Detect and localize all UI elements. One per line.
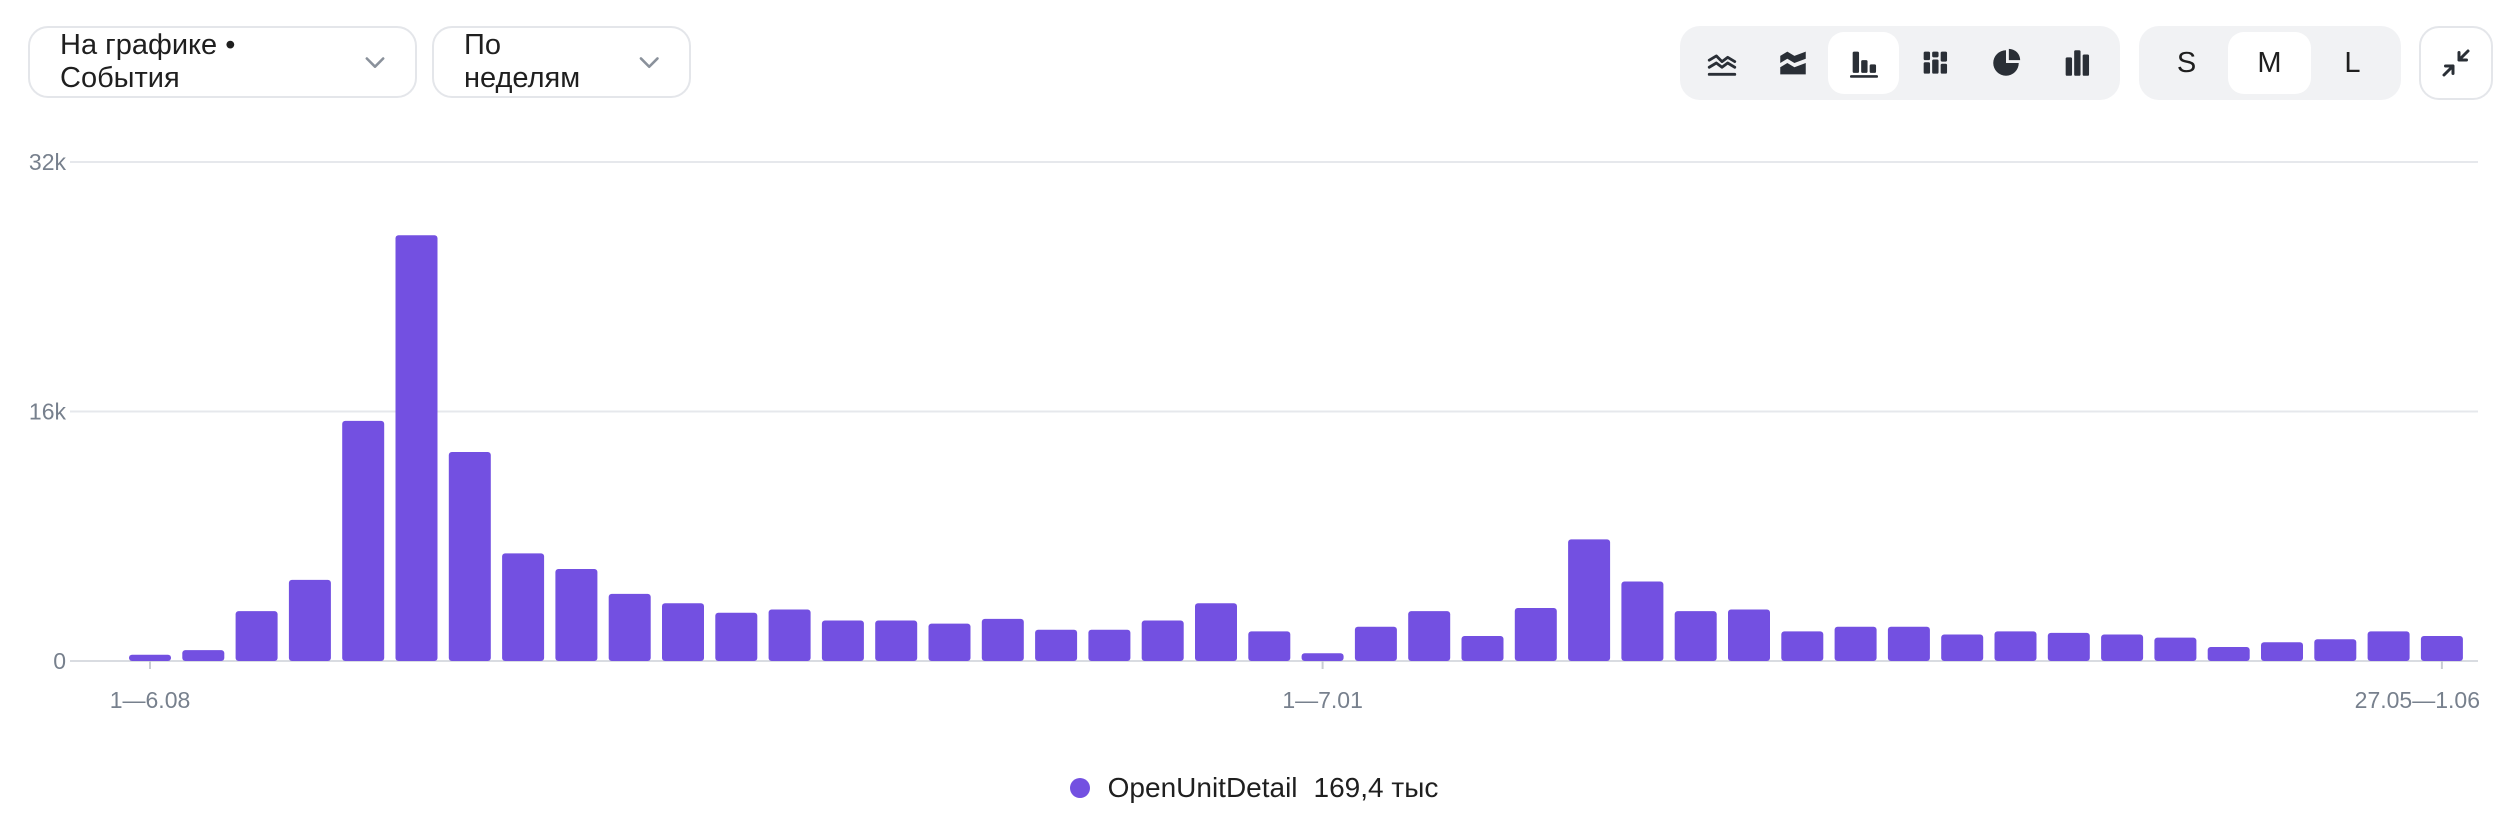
metric-dropdown[interactable]: На графике • События	[28, 26, 417, 98]
bar[interactable]	[1461, 636, 1504, 661]
bar[interactable]	[555, 569, 598, 661]
size-s-button[interactable]: S	[2176, 46, 2197, 79]
bar[interactable]	[1887, 626, 1930, 661]
bar[interactable]	[2261, 642, 2303, 661]
bar[interactable]	[129, 654, 171, 661]
bar[interactable]	[608, 593, 651, 661]
chart-type-line-button[interactable]	[1686, 32, 1757, 94]
stacked-bar-chart-icon	[1923, 51, 1947, 74]
x-tick-label: 27.05—1.06	[2355, 687, 2480, 713]
stacked-area-chart-icon	[1779, 51, 1806, 75]
bar[interactable]	[1301, 653, 1344, 661]
chart-type-pie-button[interactable]	[1970, 32, 2041, 94]
bar[interactable]	[1834, 626, 1877, 661]
bar[interactable]	[821, 620, 864, 662]
bar[interactable]	[928, 623, 971, 661]
bar[interactable]	[502, 553, 545, 661]
chevron-down-icon	[365, 57, 385, 68]
bar[interactable]	[1141, 620, 1184, 662]
bar[interactable]	[182, 650, 225, 661]
bar[interactable]	[981, 618, 1024, 661]
bar[interactable]	[2207, 647, 2250, 661]
y-tick-label: 16k	[29, 399, 67, 425]
size-l-button[interactable]: L	[2344, 46, 2361, 79]
legend-color-dot	[1069, 778, 1090, 798]
bar[interactable]	[1994, 631, 2037, 661]
bar[interactable]	[1408, 611, 1451, 661]
bar[interactable]	[1728, 609, 1770, 662]
bar[interactable]	[1941, 634, 1984, 662]
bar[interactable]	[2420, 636, 2463, 661]
chart-type-switcher	[1680, 26, 2120, 100]
bar[interactable]	[1035, 629, 1078, 661]
period-dropdown[interactable]: По неделям	[432, 26, 691, 98]
bar[interactable]	[2154, 637, 2197, 661]
bar[interactable]	[448, 452, 491, 661]
bar[interactable]	[1195, 603, 1237, 661]
bar[interactable]	[875, 620, 918, 662]
bar[interactable]	[1248, 631, 1291, 661]
chevron-down-icon	[639, 57, 659, 69]
x-tick-label: 1—7.01	[1282, 687, 1363, 713]
period-dropdown-label: По неделям	[464, 29, 581, 94]
bar[interactable]	[1568, 539, 1611, 661]
bar[interactable]	[235, 611, 278, 661]
bar-chart: 0 16k 32k 1—6.08 1—7.01 27.05—1.06	[29, 149, 2480, 713]
size-m-button[interactable]: M	[2228, 32, 2311, 94]
bar-chart-icon	[1849, 51, 1878, 78]
bar[interactable]	[768, 609, 811, 662]
bar[interactable]	[1514, 608, 1557, 661]
bar[interactable]	[1088, 629, 1131, 661]
bar[interactable]	[1621, 581, 1664, 662]
column-chart-icon	[2065, 50, 2089, 76]
bar[interactable]	[342, 420, 385, 661]
legend-series-name: OpenUnitDetail	[1107, 772, 1298, 803]
chart-type-bar-button[interactable]	[1828, 32, 1899, 94]
chart-type-stacked-bar-button[interactable]	[1899, 32, 1970, 94]
bar[interactable]	[2101, 634, 2144, 662]
bar[interactable]	[1674, 611, 1717, 661]
y-tick-label: 0	[53, 648, 66, 674]
size-switcher: S M L	[2139, 26, 2401, 100]
chart-type-area-button[interactable]	[1757, 32, 1828, 94]
metric-dropdown-label: На графике • События	[60, 29, 236, 94]
chart-legend[interactable]: OpenUnitDetail 169,4 тыс	[0, 772, 2508, 804]
collapse-icon	[2442, 49, 2470, 77]
bar[interactable]	[2047, 632, 2090, 661]
line-chart-icon	[1707, 54, 1736, 76]
bar[interactable]	[395, 235, 438, 662]
bar[interactable]	[2367, 631, 2410, 661]
bar[interactable]	[288, 579, 331, 661]
y-tick-label: 32k	[29, 149, 67, 175]
pie-chart-icon	[1992, 48, 2020, 76]
bar[interactable]	[1354, 626, 1397, 661]
bar[interactable]	[1781, 631, 1824, 661]
chart-type-column-button[interactable]	[2041, 32, 2112, 94]
bar[interactable]	[715, 612, 758, 661]
bar[interactable]	[662, 603, 704, 661]
legend-series-total: 169,4 тыс	[1313, 772, 1439, 803]
x-tick-label: 1—6.08	[110, 687, 191, 713]
bar[interactable]	[2314, 639, 2357, 661]
collapse-button[interactable]	[2419, 26, 2493, 100]
